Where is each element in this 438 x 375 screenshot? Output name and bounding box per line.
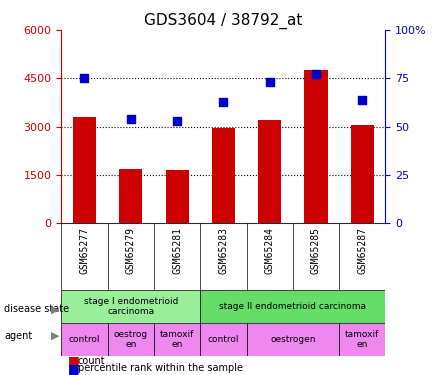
Text: GSM65281: GSM65281 bbox=[172, 226, 182, 274]
Bar bbox=[339, 323, 385, 356]
Text: agent: agent bbox=[4, 331, 32, 340]
Text: GSM65287: GSM65287 bbox=[357, 226, 367, 274]
Point bbox=[359, 97, 366, 103]
Bar bbox=[108, 323, 154, 356]
Text: percentile rank within the sample: percentile rank within the sample bbox=[78, 363, 243, 373]
Bar bbox=[351, 125, 374, 224]
Text: control: control bbox=[208, 335, 239, 344]
Point bbox=[173, 118, 180, 124]
Bar bbox=[73, 117, 96, 224]
Bar bbox=[304, 70, 328, 224]
Text: GSM65284: GSM65284 bbox=[265, 226, 275, 274]
Point bbox=[127, 116, 134, 122]
Text: GSM65277: GSM65277 bbox=[79, 226, 89, 274]
Bar bbox=[166, 170, 189, 224]
Text: ▶: ▶ bbox=[51, 304, 59, 314]
Text: tamoxif
en: tamoxif en bbox=[345, 330, 379, 350]
Bar bbox=[200, 290, 385, 323]
Point bbox=[81, 75, 88, 81]
Text: ▶: ▶ bbox=[51, 331, 59, 340]
Point bbox=[266, 79, 273, 85]
Text: ■: ■ bbox=[68, 354, 80, 367]
Text: oestrog
en: oestrog en bbox=[114, 330, 148, 350]
Text: count: count bbox=[78, 356, 106, 366]
Text: tamoxif
en: tamoxif en bbox=[160, 330, 194, 350]
Title: GDS3604 / 38792_at: GDS3604 / 38792_at bbox=[144, 12, 303, 28]
Bar bbox=[119, 168, 142, 224]
Text: GSM65283: GSM65283 bbox=[219, 226, 228, 274]
Text: GSM65279: GSM65279 bbox=[126, 226, 136, 274]
Text: stage I endometrioid
carcinoma: stage I endometrioid carcinoma bbox=[84, 297, 178, 316]
Bar bbox=[212, 128, 235, 224]
Text: oestrogen: oestrogen bbox=[270, 335, 316, 344]
Bar bbox=[154, 323, 200, 356]
Bar bbox=[200, 323, 247, 356]
Text: stage II endometrioid carcinoma: stage II endometrioid carcinoma bbox=[219, 302, 366, 311]
Text: ■: ■ bbox=[68, 362, 80, 375]
Text: control: control bbox=[69, 335, 100, 344]
Point bbox=[220, 99, 227, 105]
Bar bbox=[61, 290, 200, 323]
Bar bbox=[61, 323, 108, 356]
Text: disease state: disease state bbox=[4, 304, 70, 314]
Bar bbox=[258, 120, 281, 224]
Text: GSM65285: GSM65285 bbox=[311, 226, 321, 274]
Bar bbox=[247, 323, 339, 356]
Point bbox=[312, 72, 319, 78]
